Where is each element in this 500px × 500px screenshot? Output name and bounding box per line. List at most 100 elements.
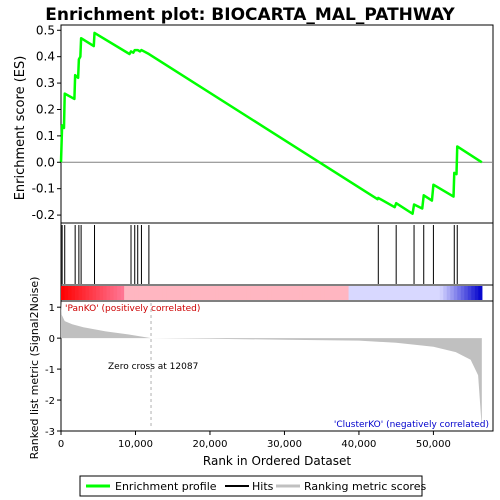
rank-bar-segment	[169, 286, 174, 300]
rank-bar-segment	[204, 286, 209, 300]
rank-bar-segment	[327, 286, 332, 300]
chart-title: Enrichment plot: BIOCARTA_MAL_PATHWAY	[45, 5, 455, 25]
rank-bar-segment	[450, 286, 455, 300]
rank-bar-segment	[110, 286, 115, 300]
rank-bar-segment	[82, 286, 87, 300]
rank-bar-segment	[281, 286, 287, 300]
rank-bar-segment	[218, 286, 223, 300]
rank-bar-segment	[239, 286, 244, 300]
rank-bar-segment	[446, 286, 451, 300]
rank-bar-segment	[352, 286, 357, 300]
rank-bar-segment	[317, 286, 322, 300]
rank-bar-segment	[75, 286, 80, 300]
es-y-tick-label: -0.1	[32, 182, 55, 196]
rank-bar-segment	[190, 286, 195, 300]
rank-bar-segment	[68, 286, 73, 300]
rank-bar-segment	[478, 286, 483, 300]
rank-bar-segment	[138, 286, 143, 300]
rank-bar-segment	[443, 286, 448, 300]
rank-bar-segment	[134, 286, 139, 300]
rank-bar-segment	[355, 286, 360, 300]
rank-bar-segment	[253, 286, 258, 300]
es-y-tick-label: -0.2	[32, 208, 55, 222]
rank-bar-segment	[383, 286, 388, 300]
rank-bar-segment	[271, 286, 276, 300]
rank-bar-segment	[397, 286, 402, 300]
rank-bar-segment	[408, 286, 413, 300]
metric-y-axis-label: Ranked list metric (Signal2Noise)	[28, 277, 41, 460]
rank-bar-segment	[85, 286, 90, 300]
rank-bar-segment	[236, 286, 241, 300]
enrichment-profile	[59, 31, 483, 216]
x-tick-label: 0	[58, 439, 64, 450]
rank-bar-segment	[436, 286, 441, 300]
rank-bar-segment	[341, 286, 346, 300]
rank-bar-segment	[243, 286, 248, 300]
rank-bar-segment	[225, 286, 230, 300]
rank-bar-segment	[274, 286, 280, 300]
rank-bar-segment	[415, 286, 420, 300]
rank-bar-segment	[425, 286, 430, 300]
rank-bar-segment	[89, 286, 94, 300]
rank-bar-segment	[324, 286, 329, 300]
rank-bar-segment	[418, 286, 423, 300]
rank-bar-segment	[411, 286, 416, 300]
rank-bar-segment	[159, 286, 164, 300]
metric-panel-frame	[60, 300, 494, 432]
es-y-tick-label: 0.1	[36, 129, 55, 143]
positive-correlation-label: 'PanKO' (positively correlated)	[65, 304, 200, 314]
rank-bar-segment	[103, 286, 108, 300]
rank-bar-segment	[124, 286, 129, 300]
metric-y-tick-label: 1	[49, 303, 55, 314]
rank-bar-segment	[117, 286, 122, 300]
rank-bar-segment	[197, 286, 202, 300]
rank-bar-segment	[338, 286, 343, 300]
rank-bar-segment	[155, 286, 160, 300]
metric-y-tick-label: -3	[45, 427, 55, 438]
rank-bar-segment	[348, 286, 353, 300]
rank-bar-segment	[320, 286, 325, 300]
rank-bar-segment	[173, 286, 178, 300]
rank-bar-segment	[295, 286, 301, 300]
rank-bar-segment	[180, 286, 185, 300]
rank-bar-segment	[288, 286, 294, 300]
rank-bar-segment	[422, 286, 427, 300]
x-tick-label: 50,000	[416, 439, 451, 450]
rank-bar-segment	[380, 286, 385, 300]
es-y-tick-label: 0.4	[36, 50, 55, 64]
rank-bar-segment	[201, 286, 206, 300]
rank-bar-segment	[464, 286, 469, 300]
x-axis-label: Rank in Ordered Dataset	[203, 454, 351, 468]
enrichment-profile-line	[59, 31, 483, 216]
es-y-axis-label: Enrichment score (ES)	[13, 56, 28, 201]
rank-bar-segment	[474, 286, 479, 300]
x-tick-label: 10,000	[118, 439, 153, 450]
rank-bar-segment	[250, 286, 255, 300]
rank-bar-segment	[390, 286, 395, 300]
rank-bar-segment	[309, 286, 315, 300]
rank-bar-segment	[215, 286, 220, 300]
rank-bar-segment	[152, 286, 157, 300]
x-tick-label: 30,000	[267, 439, 302, 450]
x-tick-label: 20,000	[192, 439, 227, 450]
es-y-tick-label: 0.5	[36, 23, 55, 37]
legend-frame	[79, 475, 423, 497]
rank-bar-segment	[208, 286, 213, 300]
rank-bar-segment	[194, 286, 199, 300]
rank-bar-segment	[345, 286, 350, 300]
rank-bar-segment	[369, 286, 374, 300]
rank-bar-segment	[148, 286, 153, 300]
rank-bar-segment	[299, 286, 304, 300]
hits-panel-frame	[60, 222, 494, 286]
rank-bar-segment	[362, 286, 367, 300]
rank-bar-segment	[439, 286, 444, 300]
rank-bar-segment	[141, 286, 146, 300]
legend-metric-label: Ranking metric scores	[304, 480, 426, 493]
rank-bar-segment	[432, 286, 437, 300]
rank-bar-segment	[260, 286, 265, 300]
rank-bar-segment	[127, 286, 132, 300]
es-y-tick-label: 0.0	[36, 155, 55, 169]
metric-y-tick-label: -2	[45, 396, 55, 407]
rank-bar-segment	[387, 286, 392, 300]
